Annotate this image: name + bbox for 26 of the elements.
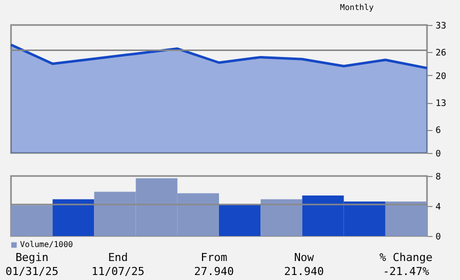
y-tick-label: 0 [436,232,441,242]
bar [11,205,53,236]
text: Now [293,251,315,265]
y-tick-label: 33 [436,22,446,32]
text: Monthly [340,3,374,12]
text: 11/07/25 [90,265,146,279]
bar [385,202,427,236]
text: Begin [14,251,50,265]
bar [52,199,94,236]
y-tick-label: 8 [436,172,441,182]
bar [260,199,302,236]
y-tick-label: 13 [436,99,446,110]
text: 27.940 [193,265,235,279]
text: From [200,251,228,265]
y-tick-label: 20 [436,72,446,82]
y-tick-label: 4 [436,202,441,212]
y-tick-label: 6 [436,126,441,136]
text: 21.940 [283,265,325,279]
text: End [107,251,129,265]
text: % Change [378,251,434,265]
bar [219,204,261,236]
legend-label: Volume/1000 [20,240,74,249]
y-tick-label: 26 [436,48,446,59]
text: -21.47% [382,265,430,279]
y-tick-label: 0 [436,150,441,160]
text: 01/31/25 [4,265,60,279]
